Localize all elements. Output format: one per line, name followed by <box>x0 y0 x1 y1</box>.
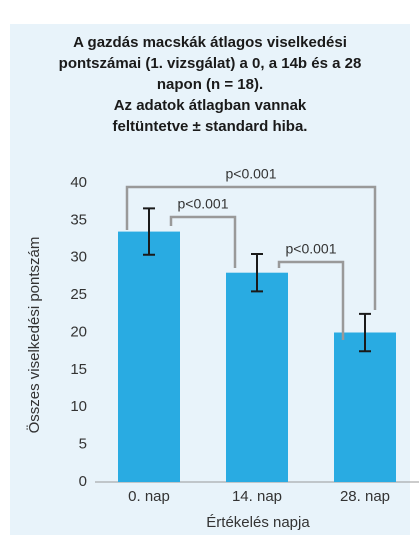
y-tick-label: 0 <box>79 473 87 490</box>
y-tick-label: 25 <box>70 286 87 303</box>
significance-label: p<0.001 <box>178 196 229 212</box>
y-axis-label: Összes viselkedési pontszám <box>25 237 43 434</box>
significance-bracket <box>169 215 237 268</box>
significance-bracket <box>125 185 377 310</box>
significance-bracket <box>277 260 345 340</box>
significance-label: p<0.001 <box>286 241 337 257</box>
y-tick-label: 20 <box>70 323 87 340</box>
y-tick-label: 10 <box>70 398 87 415</box>
y-tick-label: 15 <box>70 361 87 378</box>
y-tick-label: 30 <box>70 249 87 266</box>
chart-title: A gazdás macskák átlagos viselkedési pon… <box>58 34 362 93</box>
error-bar <box>251 253 263 293</box>
x-tick-label: 0. nap <box>128 488 170 505</box>
y-tick-label: 40 <box>70 174 87 191</box>
error-bar <box>359 312 371 353</box>
bar <box>334 332 396 482</box>
titles: A gazdás macskák átlagos viselkedési pon… <box>30 32 390 137</box>
bar <box>118 231 180 482</box>
x-tick-label: 14. nap <box>232 488 282 505</box>
y-tick-label: 5 <box>79 436 87 453</box>
y-tick-label: 35 <box>70 211 87 228</box>
bar <box>226 272 288 482</box>
chart-subtitle: Az adatok átlagban vannak feltüntetve ± … <box>112 97 308 135</box>
significance-label: p<0.001 <box>226 166 277 182</box>
x-tick-label: 28. nap <box>340 488 390 505</box>
x-axis-label: Értékelés napja <box>206 514 310 531</box>
error-bar <box>143 207 155 256</box>
